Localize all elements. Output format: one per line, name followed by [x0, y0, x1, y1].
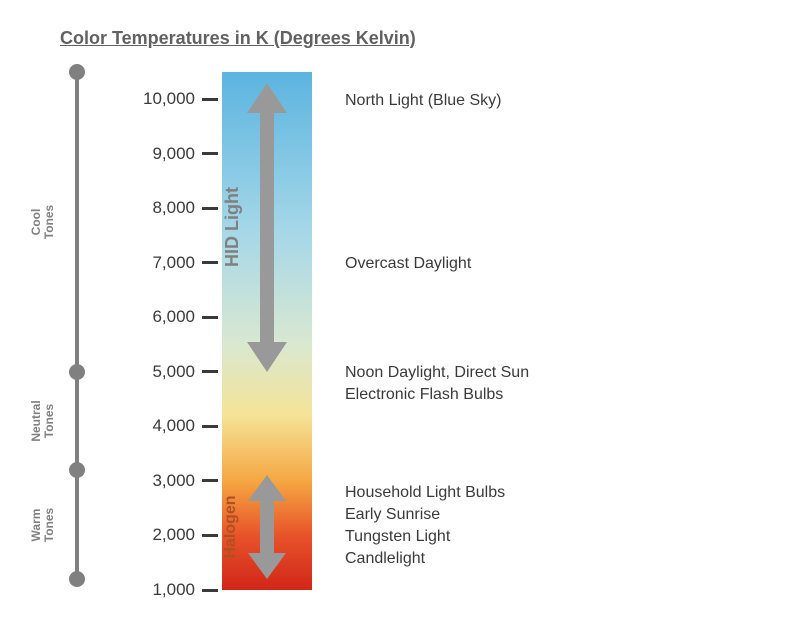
scale-tick — [202, 98, 218, 101]
scale-tick-label: 10,000 — [115, 89, 195, 109]
range-arrow-label: Halogen — [222, 457, 246, 597]
scale-tick — [202, 207, 218, 210]
description-line: Noon Daylight, Direct Sun — [345, 362, 529, 384]
scale-tick-label: 5,000 — [115, 362, 195, 382]
scale-tick-label: 6,000 — [115, 307, 195, 327]
scale-tick-label: 4,000 — [115, 416, 195, 436]
tone-axis-line — [75, 72, 79, 579]
description-line: North Light (Blue Sky) — [345, 90, 502, 112]
scale-tick — [202, 316, 218, 319]
range-arrow-head-down — [248, 553, 286, 579]
range-arrow-head-down — [247, 342, 287, 372]
scale-tick — [202, 425, 218, 428]
scale-tick-label: 8,000 — [115, 198, 195, 218]
range-arrow-head-up — [247, 83, 287, 113]
scale-tick — [202, 152, 218, 155]
tone-segment-label: WarmTones — [30, 475, 60, 575]
description-line: Household Light Bulbs — [345, 482, 505, 504]
range-arrow-head-up — [248, 475, 286, 501]
temperature-description: Noon Daylight, Direct SunElectronic Flas… — [345, 362, 529, 406]
scale-tick-label: 2,000 — [115, 525, 195, 545]
range-arrow-shaft — [260, 501, 274, 553]
page-title: Color Temperatures in K (Degrees Kelvin) — [60, 28, 416, 49]
range-arrow-shaft — [260, 113, 274, 342]
temperature-description: Household Light BulbsEarly SunriseTungst… — [345, 482, 505, 570]
tone-node — [69, 364, 85, 380]
scale-tick — [202, 261, 218, 264]
description-line: Electronic Flash Bulbs — [345, 384, 529, 406]
scale-tick — [202, 479, 218, 482]
range-arrow-label: HID Light — [222, 157, 246, 297]
temperature-description: Overcast Daylight — [345, 253, 471, 275]
description-line: Early Sunrise — [345, 504, 505, 526]
tone-segment-label: CoolTones — [30, 172, 60, 272]
description-line: Candlelight — [345, 548, 505, 570]
description-line: Tungsten Light — [345, 526, 505, 548]
scale-tick — [202, 589, 218, 592]
tone-node — [69, 462, 85, 478]
scale-tick-label: 7,000 — [115, 253, 195, 273]
scale-tick — [202, 370, 218, 373]
scale-tick-label: 3,000 — [115, 471, 195, 491]
tone-node — [69, 64, 85, 80]
tone-node — [69, 571, 85, 587]
scale-tick-label: 1,000 — [115, 580, 195, 600]
tone-segment-label: NeutralTones — [30, 371, 60, 471]
scale-tick-label: 9,000 — [115, 144, 195, 164]
description-line: Overcast Daylight — [345, 253, 471, 275]
scale-tick — [202, 534, 218, 537]
temperature-description: North Light (Blue Sky) — [345, 90, 502, 112]
